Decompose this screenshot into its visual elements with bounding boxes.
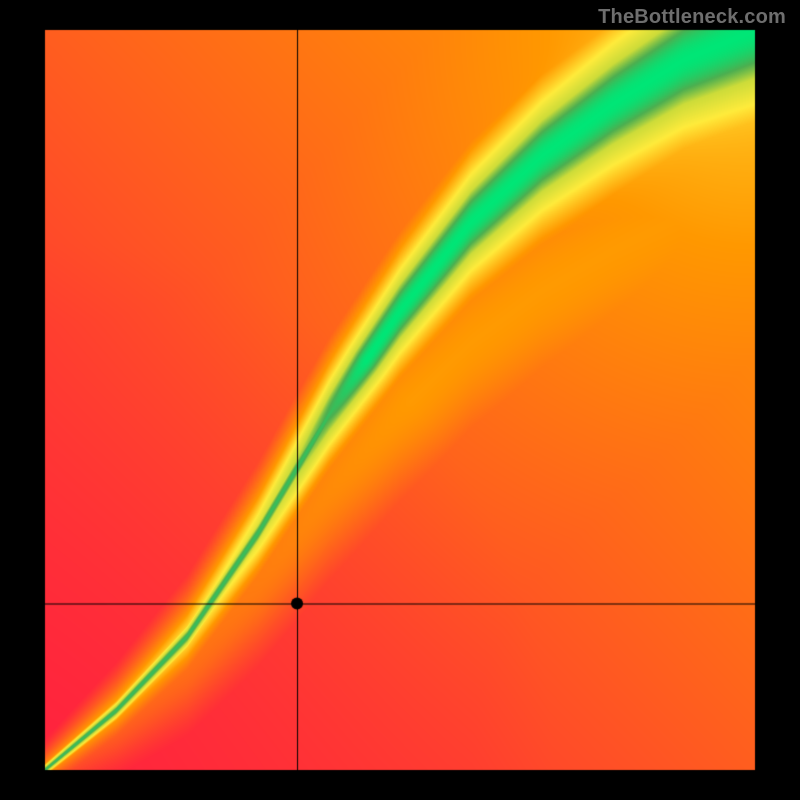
heatmap-canvas	[0, 0, 800, 800]
chart-container: TheBottleneck.com	[0, 0, 800, 800]
watermark-text: TheBottleneck.com	[598, 6, 786, 29]
